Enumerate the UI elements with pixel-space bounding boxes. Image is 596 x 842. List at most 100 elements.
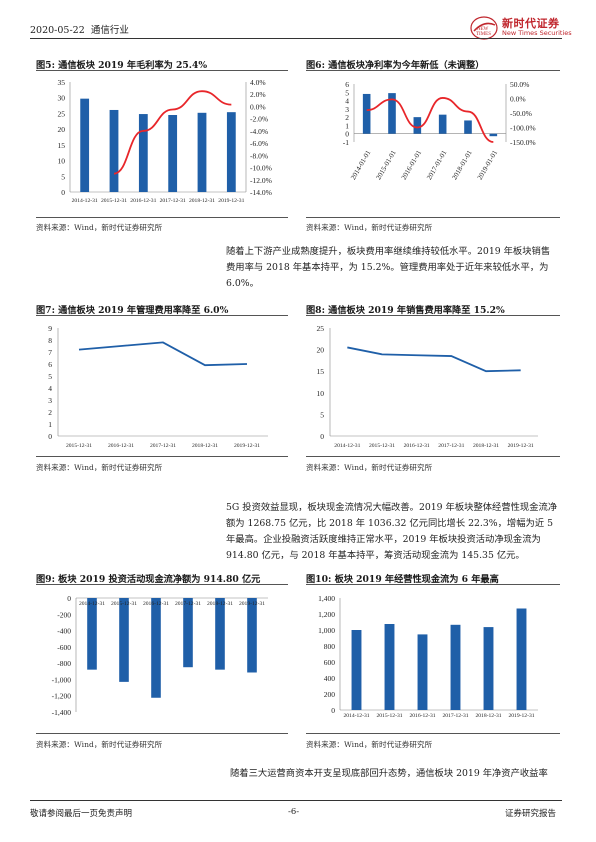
figure-divider bbox=[306, 584, 560, 585]
footer-disclaimer[interactable]: 敬请参阅最后一页免责声明 bbox=[30, 807, 132, 819]
y-tick-label: 7 bbox=[48, 348, 52, 357]
bar bbox=[215, 598, 225, 670]
y-tick-label: 2 bbox=[345, 113, 349, 122]
x-tick-label: 2019-12-31 bbox=[234, 443, 260, 449]
source-note: 资料来源：Wind，新时代证券研究所 bbox=[36, 222, 162, 233]
bar bbox=[414, 117, 422, 134]
chart-operating-cashflow: 0 200 400 600 800 1,000 1,200 1,400 2014-12-31 20… bbox=[306, 588, 560, 720]
figure-divider bbox=[306, 315, 560, 316]
figure-divider bbox=[36, 456, 288, 457]
y-tick-label: 0 bbox=[331, 706, 335, 715]
bar bbox=[119, 598, 129, 682]
bar bbox=[484, 627, 494, 710]
x-tick-label: 2019-12-31 bbox=[239, 601, 265, 607]
y-tick-label: 400 bbox=[324, 674, 336, 683]
y-tick-label: 25 bbox=[317, 324, 325, 333]
y-tick-label: 1,000 bbox=[318, 626, 335, 635]
y-tick-label: 25 bbox=[58, 109, 66, 118]
series-line bbox=[79, 342, 247, 365]
source-note: 资料来源：Wind，新时代证券研究所 bbox=[36, 739, 162, 750]
x-tick-label: 2014-12-31 bbox=[79, 601, 105, 607]
y-tick-label: 5 bbox=[61, 172, 65, 181]
y-tick-label: -100.0% bbox=[510, 124, 536, 133]
y-tick-label: 2 bbox=[48, 408, 52, 417]
y-tick-label: -14.0% bbox=[250, 188, 272, 197]
y-tick-label: 5 bbox=[320, 410, 324, 419]
paragraph-text: 随着上下游产业成熟度提升，板块费用率继续维持较低水平。2019 年板块销售费用率… bbox=[226, 244, 556, 292]
bar bbox=[183, 598, 193, 667]
y-tick-label: -8.0% bbox=[250, 151, 268, 160]
x-tick-label: 2018-12-31 bbox=[189, 198, 215, 204]
x-tick-label: 2014-01-01 bbox=[349, 149, 373, 182]
y-tick-label: 4.0% bbox=[250, 78, 266, 87]
y-tick-label: 35 bbox=[58, 78, 66, 87]
bar bbox=[352, 630, 362, 710]
industry-label: 通信行业 bbox=[91, 25, 129, 36]
chart-admin-expense: 0 1 2 3 4 5 6 7 8 9 2015-12-31 2016-12-31 2017-12-31… bbox=[36, 318, 288, 450]
page-number: -6- bbox=[288, 807, 299, 817]
figure-10-title: 图10: 板块 2019 年经营性现金流为 6 年最高 bbox=[306, 571, 499, 585]
bar bbox=[227, 112, 236, 192]
paragraph-text: 随着三大运营商资本开支呈现底部回升态势，通信板块 2019 年净资产收益率 bbox=[230, 768, 548, 779]
y-tick-label: -150.0% bbox=[510, 138, 536, 147]
series-line bbox=[367, 98, 494, 142]
figure-divider bbox=[306, 70, 560, 71]
y-tick-label: 800 bbox=[324, 642, 336, 651]
y-tick-label: 15 bbox=[317, 367, 325, 376]
y-tick-label: 6 bbox=[345, 80, 349, 89]
x-tick-label: 2016-12-31 bbox=[409, 713, 435, 719]
y-tick-label: 10 bbox=[317, 389, 325, 398]
y-tick-label: 9 bbox=[48, 324, 52, 333]
y-tick-label: 5 bbox=[345, 88, 349, 97]
figure-8-title: 图8: 通信板块 2019 年销售费用率降至 15.2% bbox=[306, 302, 505, 316]
y-tick-label: 20 bbox=[317, 346, 325, 355]
x-tick-label: 2017-01-01 bbox=[425, 149, 449, 182]
paragraph-expense: 随着上下游产业成熟度提升，板块费用率继续维持较低水平。2019 年板块销售费用率… bbox=[226, 244, 556, 292]
y-tick-label: 4 bbox=[48, 384, 52, 393]
chart-gross-margin: 0 5 10 15 20 25 30 35 -14.0% -12.0% -10.0% -8.0% -6.… bbox=[36, 72, 288, 212]
figure-divider bbox=[306, 456, 560, 457]
x-tick-label: 2014-12-31 bbox=[72, 198, 98, 204]
bar bbox=[247, 598, 257, 672]
y-tick-label: 0.0% bbox=[510, 95, 526, 104]
figure-divider bbox=[36, 70, 288, 71]
y-tick-label: 6 bbox=[48, 360, 52, 369]
header-divider bbox=[30, 38, 562, 39]
figure-9-title: 图9: 板块 2019 投资活动现金流净额为 914.80 亿元 bbox=[36, 571, 260, 585]
x-tick-label: 2017-12-31 bbox=[160, 198, 186, 204]
x-tick-label: 2016-12-31 bbox=[404, 443, 430, 449]
x-tick-label: 2015-12-31 bbox=[376, 713, 402, 719]
bar bbox=[517, 609, 527, 711]
x-tick-label: 2017-12-31 bbox=[175, 601, 201, 607]
y-tick-label: -1,200 bbox=[52, 692, 72, 701]
x-tick-label: 2016-12-31 bbox=[143, 601, 169, 607]
bar bbox=[110, 110, 119, 192]
y-tick-label: -4.0% bbox=[250, 127, 268, 136]
source-note: 资料来源：Wind，新时代证券研究所 bbox=[306, 222, 432, 233]
y-tick-label: 600 bbox=[324, 658, 336, 667]
y-tick-label: 3 bbox=[345, 105, 349, 114]
x-tick-label: 2015-12-31 bbox=[101, 198, 127, 204]
bar bbox=[439, 115, 447, 134]
source-note: 资料来源：Wind，新时代证券研究所 bbox=[306, 462, 432, 473]
x-tick-label: 2015-12-31 bbox=[66, 443, 92, 449]
figure-divider bbox=[306, 733, 560, 734]
figure-7-title: 图7: 通信板块 2019 年管理费用率降至 6.0% bbox=[36, 302, 228, 316]
x-tick-label: 2016-01-01 bbox=[400, 149, 424, 182]
brand-subname: New Times Securities bbox=[502, 29, 572, 37]
chart-sales-expense: 0 5 10 15 20 25 2014-12-31 2015-12-31 2016-12-31… bbox=[306, 318, 560, 450]
y-tick-label: -2.0% bbox=[250, 115, 268, 124]
figure-divider bbox=[36, 217, 288, 218]
paragraph-roe: 随着三大运营商资本开支呈现底部回升态势，通信板块 2019 年净资产收益率 bbox=[230, 766, 560, 782]
y-tick-label: -1 bbox=[343, 138, 349, 147]
y-tick-label: 3 bbox=[48, 396, 52, 405]
series-line bbox=[347, 347, 520, 371]
x-tick-label: 2019-01-01 bbox=[476, 149, 500, 182]
x-tick-label: 2017-12-31 bbox=[150, 443, 176, 449]
x-tick-label: 2015-01-01 bbox=[374, 149, 398, 182]
y-tick-label: 4 bbox=[345, 97, 349, 106]
x-tick-label: 2016-12-31 bbox=[108, 443, 134, 449]
y-tick-label: -50.0% bbox=[510, 109, 532, 118]
y-tick-label: 1 bbox=[345, 121, 349, 130]
x-tick-label: 2018-12-31 bbox=[475, 713, 501, 719]
